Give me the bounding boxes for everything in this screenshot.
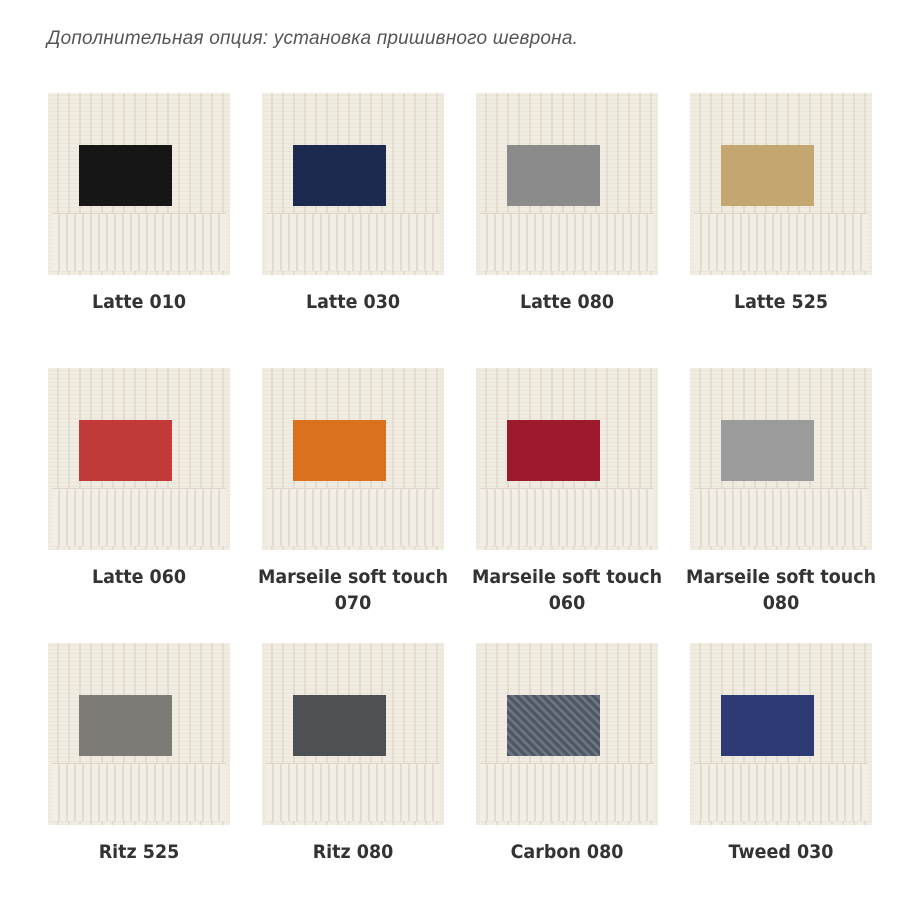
knit-rib <box>480 488 654 546</box>
option-label: Ritz 525 <box>98 841 180 863</box>
knit-sample-image <box>476 93 658 275</box>
patch-color-swatch <box>507 145 600 206</box>
knit-sample-image <box>48 368 230 550</box>
patch-color-swatch <box>721 420 814 481</box>
knit-sample-image <box>48 93 230 275</box>
option-label: Latte 060 <box>91 566 187 588</box>
page-heading: Дополнительная опция: установка пришивно… <box>47 28 579 49</box>
knit-sample-image <box>262 368 444 550</box>
knit-rib <box>52 763 226 821</box>
knit-sample-image <box>476 368 658 550</box>
knit-rib <box>266 488 440 546</box>
knit-sample-image <box>690 93 872 275</box>
knit-sample-image <box>690 643 872 825</box>
knit-sample-image <box>262 643 444 825</box>
knit-rib <box>52 213 226 271</box>
patch-color-swatch <box>721 145 814 206</box>
patch-color-swatch <box>507 695 600 756</box>
knit-rib <box>480 213 654 271</box>
option-label: Marseile soft touch 080 <box>685 566 877 614</box>
option-label: Latte 030 <box>305 291 401 313</box>
option-label: Ritz 080 <box>312 841 394 863</box>
knit-sample-image <box>48 643 230 825</box>
option-label: Latte 525 <box>733 291 829 313</box>
patch-color-swatch <box>293 695 386 756</box>
patch-color-swatch <box>79 695 172 756</box>
option-label: Tweed 030 <box>728 841 834 863</box>
knit-rib <box>266 213 440 271</box>
knit-rib <box>694 213 868 271</box>
patch-color-swatch <box>721 695 814 756</box>
patch-color-swatch <box>293 420 386 481</box>
knit-rib <box>694 488 868 546</box>
knit-sample-image <box>476 643 658 825</box>
option-label: Marseile soft touch 060 <box>471 566 663 614</box>
knit-rib <box>266 763 440 821</box>
patch-color-swatch <box>79 145 172 206</box>
knit-sample-image <box>262 93 444 275</box>
option-label: Latte 010 <box>91 291 187 313</box>
knit-sample-image <box>690 368 872 550</box>
knit-rib <box>52 488 226 546</box>
option-label: Latte 080 <box>519 291 615 313</box>
option-label: Marseile soft touch 070 <box>257 566 449 614</box>
knit-rib <box>694 763 868 821</box>
knit-rib <box>480 763 654 821</box>
option-label: Carbon 080 <box>510 841 624 863</box>
patch-color-swatch <box>507 420 600 481</box>
patch-color-swatch <box>293 145 386 206</box>
patch-color-swatch <box>79 420 172 481</box>
